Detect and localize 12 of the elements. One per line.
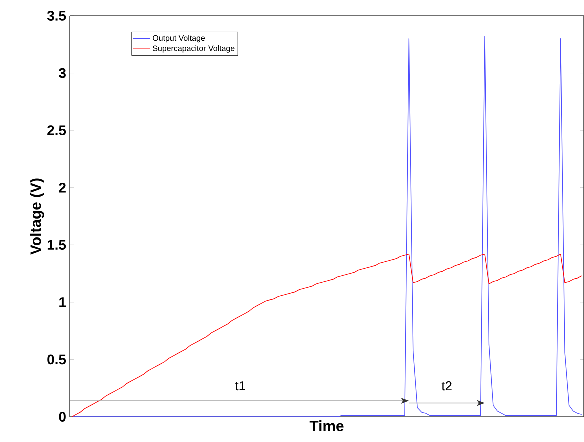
y-tick-label: 2 [59, 182, 66, 193]
y-tick-label: 3 [59, 68, 66, 78]
y-tick-label: 0 [59, 412, 66, 422]
y-tick-label: 0.5 [48, 354, 66, 365]
annotation: t1 [235, 382, 246, 391]
x-axis-title: Time [310, 420, 344, 432]
y-axis-title: Voltage (V) [30, 178, 44, 255]
annotation: t2 [442, 381, 452, 391]
y-tick-label: 1.5 [48, 240, 66, 250]
y-tick-label: 3.5 [47, 11, 66, 21]
y-tick-label: 1 [60, 298, 66, 308]
y-tick-label: 2.5 [48, 126, 66, 136]
